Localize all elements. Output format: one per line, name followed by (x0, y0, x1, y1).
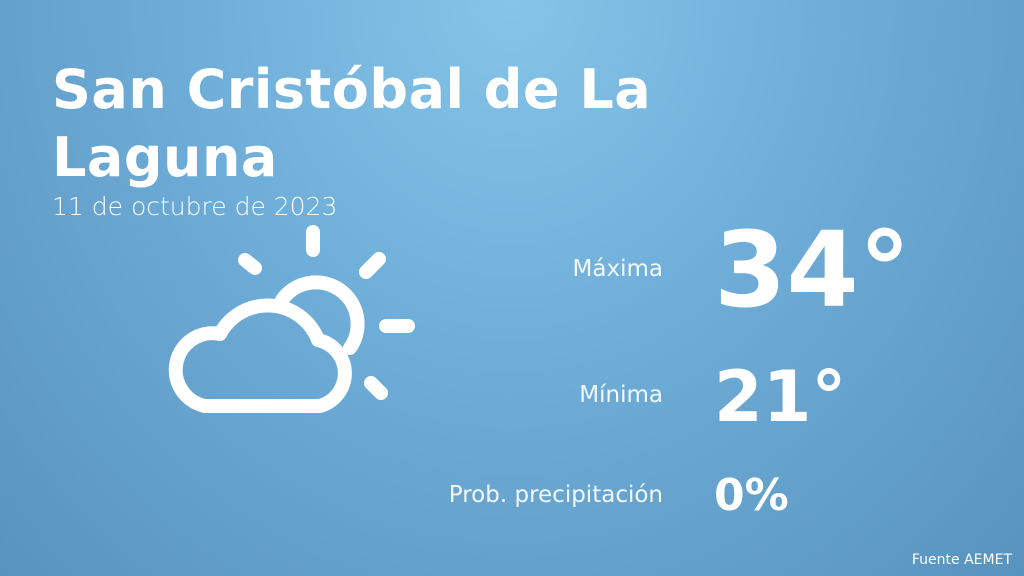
city-title: San Cristóbal de La Laguna (52, 58, 652, 189)
forecast-label: Prob. precipitación (448, 482, 663, 508)
forecast-label: Mínima (579, 382, 663, 408)
forecast-label: Máxima (572, 256, 663, 282)
date: 11 de octubre de 2023 (52, 192, 338, 221)
forecast-value: 0% (714, 470, 789, 521)
forecast-value: 34° (714, 209, 911, 331)
source: Fuente AEMET (911, 552, 1012, 568)
forecast-value: 21° (714, 356, 847, 438)
